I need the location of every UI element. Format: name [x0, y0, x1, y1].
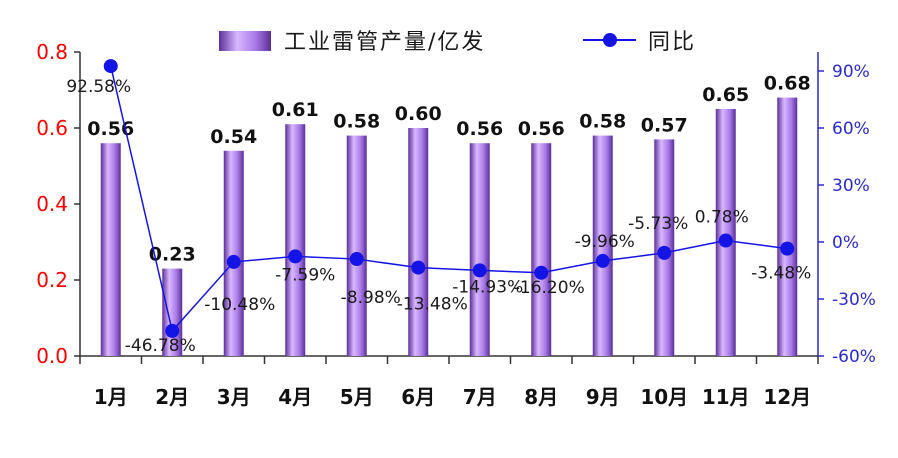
- right-tick-label: 90%: [832, 62, 870, 82]
- yoy-value-label: -7.59%: [275, 265, 335, 285]
- yoy-point: [472, 263, 487, 278]
- yoy-point: [165, 323, 180, 338]
- bar-value-label: 0.56: [87, 118, 134, 140]
- bar-series: [100, 97, 798, 356]
- bar-value-label: 0.54: [210, 126, 257, 148]
- right-tick-label: -30%: [832, 290, 876, 310]
- yoy-value-label: 0.78%: [695, 208, 749, 228]
- x-tick-label: 1月: [94, 385, 128, 409]
- yoy-point: [780, 241, 795, 256]
- yoy-point: [534, 265, 549, 280]
- x-tick-label: 7月: [463, 385, 497, 409]
- right-tick-label: -60%: [832, 347, 876, 367]
- legend-line-label: 同比: [648, 30, 696, 55]
- x-tick-label: 9月: [586, 385, 620, 409]
- yoy-value-label: -9.96%: [575, 232, 635, 252]
- x-tick-label: 5月: [340, 385, 374, 409]
- left-tick-label: 0.0: [36, 344, 68, 368]
- yoy-line: [110, 65, 788, 333]
- bar-value-label: 0.23: [149, 244, 196, 266]
- yoy-value-label: -3.48%: [751, 264, 811, 284]
- yoy-point: [411, 260, 426, 275]
- x-tick-label: 11月: [702, 385, 750, 409]
- bar-value-label: 0.58: [579, 111, 626, 133]
- yoy-point: [657, 245, 672, 260]
- right-tick-label: 30%: [832, 176, 870, 196]
- bar: [100, 143, 121, 356]
- yoy-value-label: -14.93%: [452, 277, 523, 297]
- x-axis-ticks: 1月 2月 3月 4月 5月 6月 7月 8月 9月 10月 11月 12月: [79, 356, 819, 409]
- legend-bar-swatch: [219, 31, 271, 51]
- left-axis-ticks: 0.0 0.2 0.4 0.6 0.8: [36, 40, 80, 368]
- x-tick-label: 10月: [640, 385, 688, 409]
- yoy-value-label: -16.20%: [514, 278, 585, 298]
- bar-value-labels: 0.56 0.23 0.54 0.61 0.58 0.60 0.56 0.56 0.58 0.57…: [87, 73, 810, 266]
- yoy-value-label: -46.78%: [125, 336, 196, 356]
- bar-value-label: 0.65: [702, 84, 749, 106]
- bar-value-label: 0.58: [333, 111, 380, 133]
- legend: 工业雷管产量/亿发 同比: [219, 30, 696, 55]
- line-series: [103, 59, 795, 338]
- bar: [223, 150, 244, 356]
- left-tick-label: 0.2: [36, 268, 68, 292]
- x-tick-label: 6月: [401, 385, 435, 409]
- x-tick-label: 2月: [155, 385, 189, 409]
- yoy-point: [718, 233, 733, 248]
- bar: [285, 124, 306, 356]
- bar: [777, 97, 798, 356]
- right-tick-label: 0%: [832, 233, 859, 253]
- bar-value-label: 0.61: [272, 99, 319, 121]
- bar: [469, 143, 490, 356]
- yoy-point: [288, 249, 303, 264]
- yoy-point: [595, 253, 610, 268]
- yoy-point: [349, 252, 364, 267]
- left-tick-label: 0.4: [36, 192, 68, 216]
- yoy-point: [226, 254, 241, 269]
- bar-value-label: 0.56: [518, 118, 565, 140]
- x-tick-label: 4月: [278, 385, 312, 409]
- line-value-labels: 92.58%-46.78%-10.48%-7.59%-8.98%-13.48%-…: [66, 77, 811, 356]
- right-tick-label: 60%: [832, 119, 870, 139]
- yoy-value-label: 92.58%: [66, 77, 131, 97]
- left-tick-label: 0.6: [36, 116, 68, 140]
- bar-value-label: 0.60: [395, 103, 442, 125]
- yoy-value-label: -10.48%: [204, 295, 275, 315]
- yoy-value-label: -13.48%: [397, 295, 468, 315]
- right-axis-ticks: -60% -30% 0% 30% 60% 90%: [818, 62, 876, 367]
- x-tick-label: 12月: [763, 385, 811, 409]
- bar-value-label: 0.68: [764, 73, 811, 95]
- bar: [531, 143, 552, 356]
- legend-bar-label: 工业雷管产量/亿发: [284, 30, 485, 55]
- yoy-value-label: -8.98%: [341, 288, 401, 308]
- bar-value-label: 0.57: [641, 114, 688, 136]
- left-tick-label: 0.8: [36, 40, 68, 64]
- yoy-point: [103, 59, 118, 74]
- bar: [346, 135, 367, 356]
- bar-value-label: 0.56: [456, 118, 503, 140]
- bar: [592, 135, 613, 356]
- bar: [408, 128, 429, 356]
- bar: [715, 109, 736, 356]
- yoy-value-label: -5.73%: [628, 214, 688, 234]
- x-tick-label: 8月: [524, 385, 558, 409]
- x-tick-label: 3月: [217, 385, 251, 409]
- legend-line-marker: [603, 33, 617, 47]
